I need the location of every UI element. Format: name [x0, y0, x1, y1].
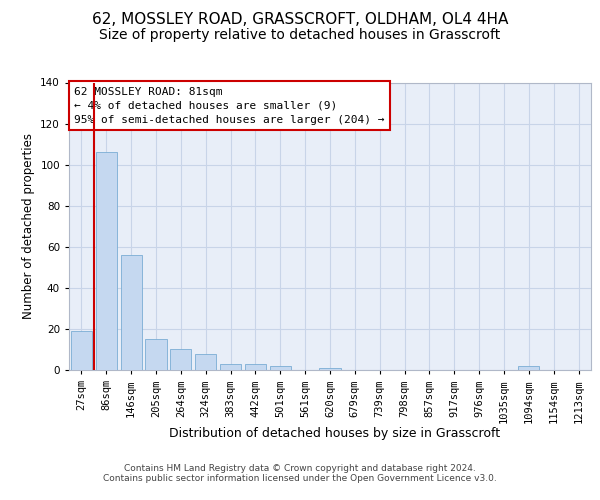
Bar [145, 339, 167, 370]
Bar [195, 354, 216, 370]
Bar [245, 364, 266, 370]
Text: 62, MOSSLEY ROAD, GRASSCROFT, OLDHAM, OL4 4HA: 62, MOSSLEY ROAD, GRASSCROFT, OLDHAM, OL… [92, 12, 508, 28]
Bar [319, 368, 341, 370]
Bar [270, 366, 291, 370]
Text: Contains HM Land Registry data © Crown copyright and database right 2024.
Contai: Contains HM Land Registry data © Crown c… [103, 464, 497, 483]
Bar [518, 366, 539, 370]
Y-axis label: Number of detached properties: Number of detached properties [22, 133, 35, 320]
Bar [121, 255, 142, 370]
Text: Distribution of detached houses by size in Grasscroft: Distribution of detached houses by size … [169, 428, 500, 440]
Text: Size of property relative to detached houses in Grasscroft: Size of property relative to detached ho… [100, 28, 500, 42]
Bar [96, 152, 117, 370]
Text: 62 MOSSLEY ROAD: 81sqm
← 4% of detached houses are smaller (9)
95% of semi-detac: 62 MOSSLEY ROAD: 81sqm ← 4% of detached … [74, 87, 385, 125]
Bar [170, 350, 191, 370]
Bar [71, 331, 92, 370]
Bar [220, 364, 241, 370]
